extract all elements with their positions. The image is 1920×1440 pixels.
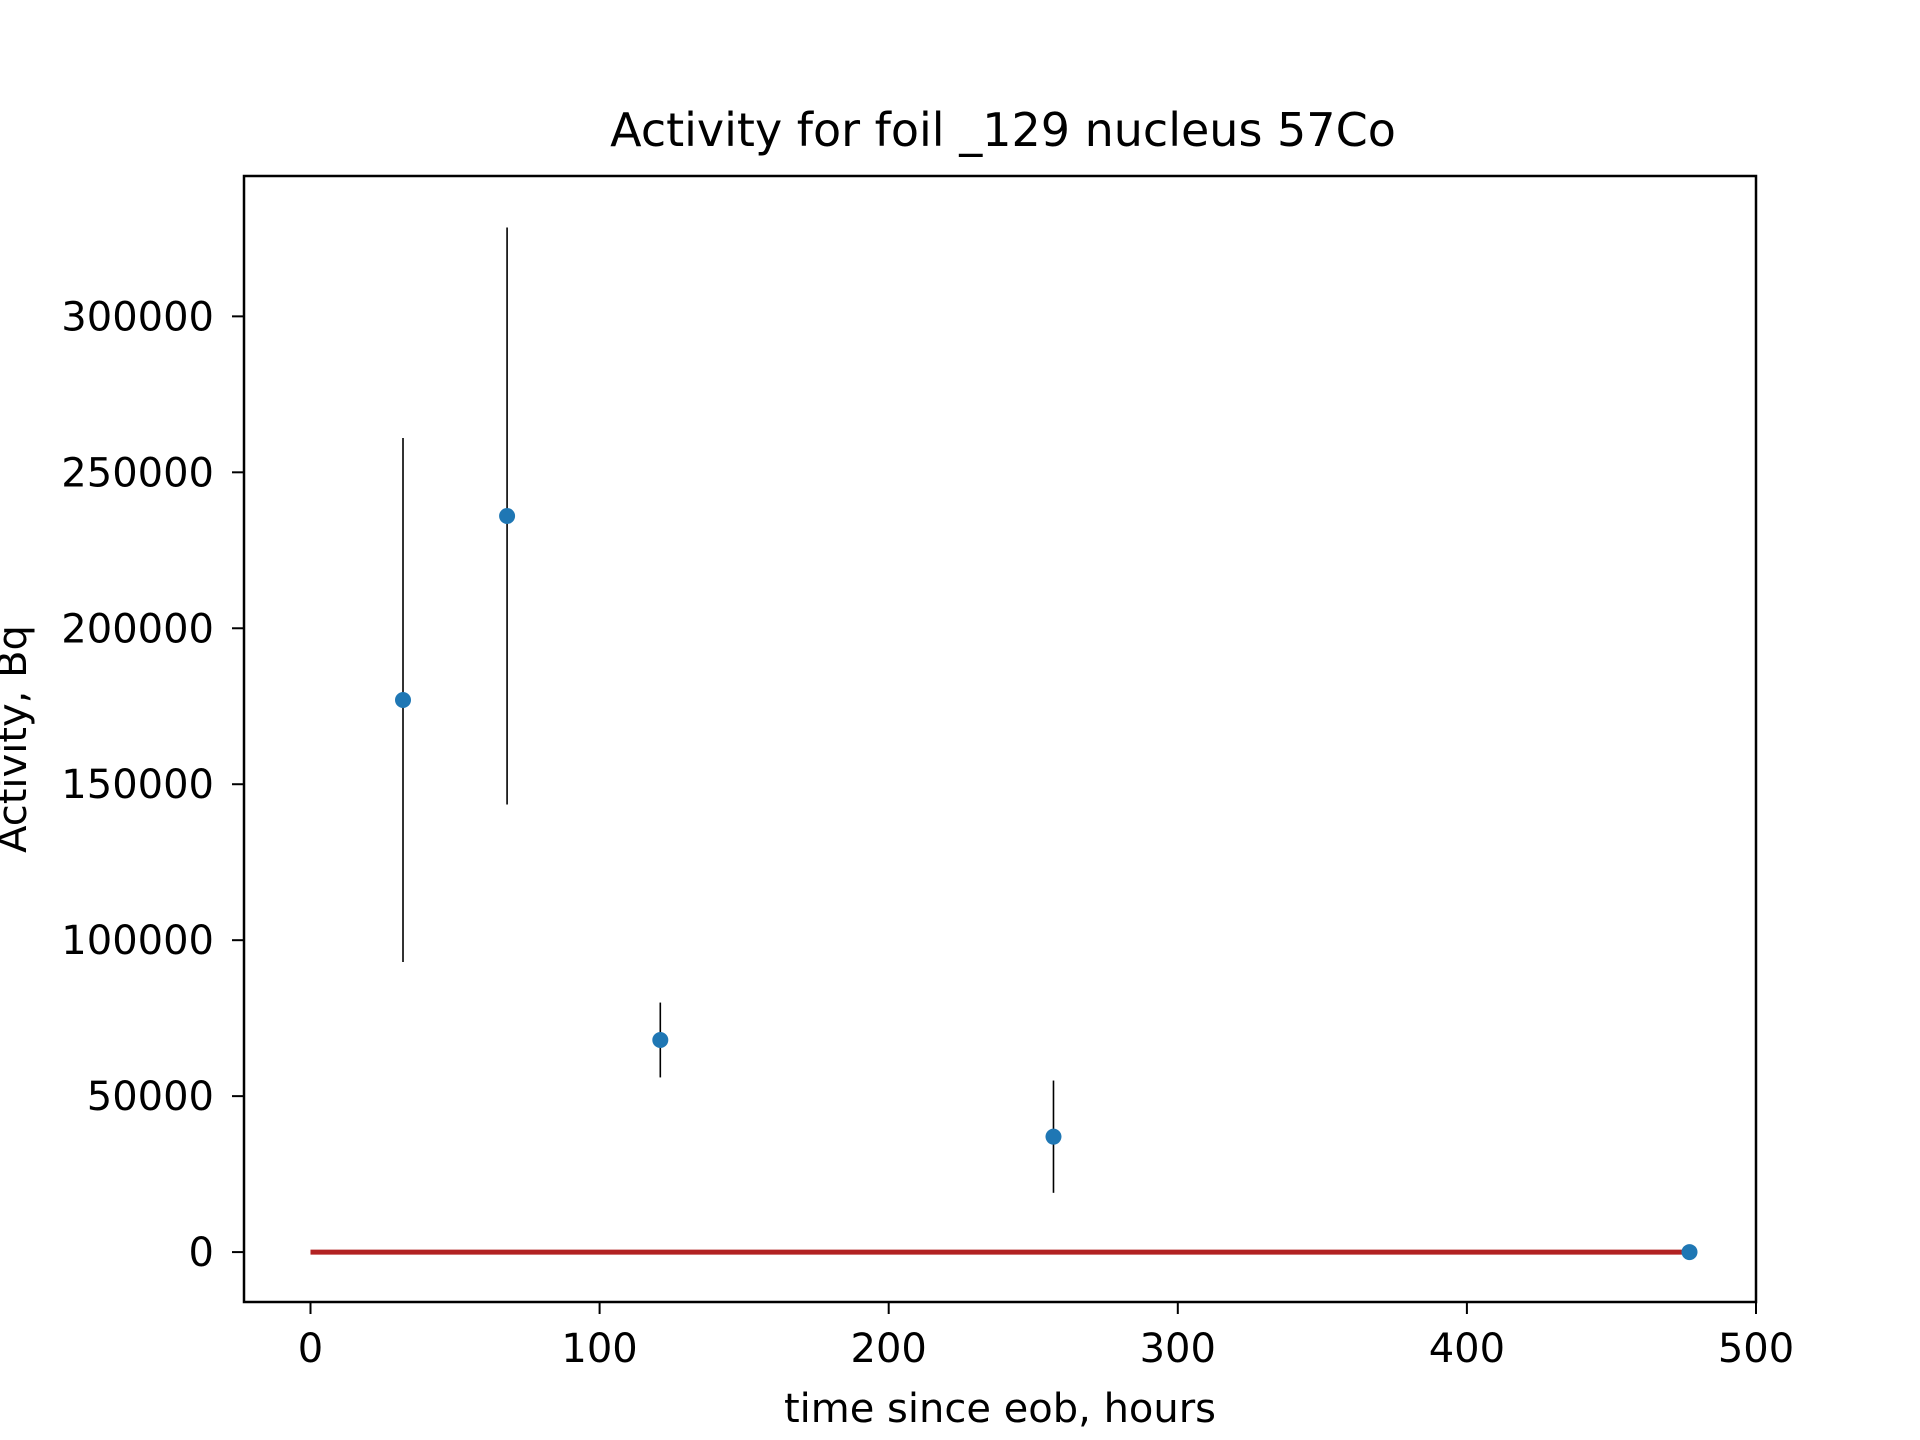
x-tick-label: 200	[851, 1326, 927, 1372]
x-tick-label: 300	[1140, 1326, 1216, 1372]
y-tick-label: 300000	[61, 294, 214, 340]
data-point	[499, 507, 516, 524]
y-tick-label: 150000	[61, 762, 214, 808]
y-axis-label: Activity, Bq	[0, 625, 36, 853]
y-tick-label: 100000	[61, 918, 214, 964]
y-tick-label: 0	[189, 1230, 214, 1276]
data-point	[1681, 1244, 1698, 1261]
y-tick-label: 250000	[61, 450, 214, 496]
data-point	[395, 692, 412, 709]
x-tick-label: 500	[1718, 1326, 1794, 1372]
y-axis: 0 50000 100000 150000 200000 250000 300000	[61, 294, 244, 1276]
data-point	[1045, 1128, 1062, 1145]
x-axis: 0 100 200 300 400 500	[298, 1302, 1794, 1372]
chart-title: Activity for foil _129 nucleus 57Co	[610, 103, 1396, 157]
plot-area	[310, 227, 1698, 1261]
data-point	[652, 1031, 669, 1048]
axes-frame	[242, 174, 1758, 1304]
x-axis-label: time since eob, hours	[784, 1386, 1216, 1432]
x-tick-label: 0	[298, 1326, 323, 1372]
x-tick-label: 100	[561, 1326, 637, 1372]
y-tick-label: 50000	[87, 1074, 214, 1120]
x-tick-label: 400	[1429, 1326, 1505, 1372]
y-tick-label: 200000	[61, 606, 214, 652]
